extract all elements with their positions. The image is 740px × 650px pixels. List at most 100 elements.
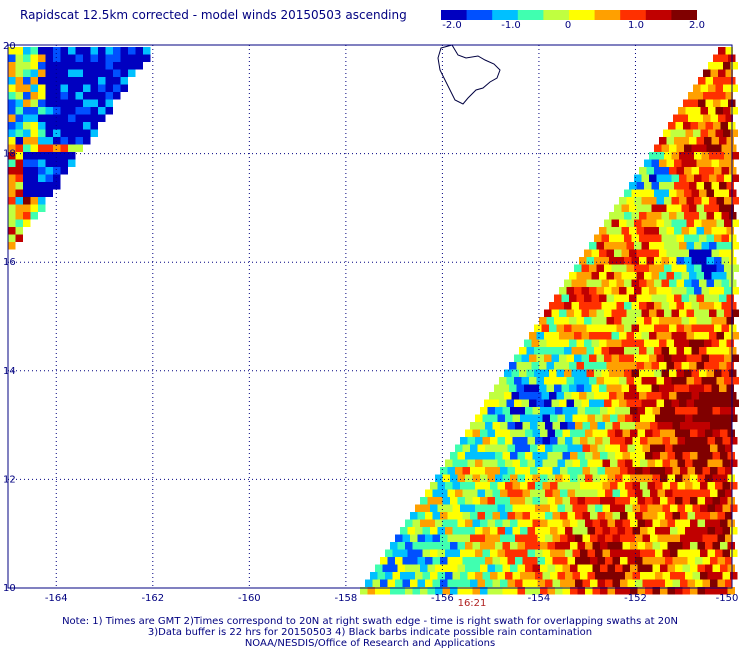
swath-cell [637, 564, 645, 572]
swath-cell [515, 579, 523, 587]
swath-cell [467, 549, 475, 557]
swath-cell [589, 264, 597, 272]
swath-cell [625, 572, 633, 580]
swath-cell [589, 399, 597, 407]
swath-cell [120, 54, 128, 62]
swath-cell [547, 564, 555, 572]
swath-cell [537, 444, 545, 452]
swath-cell [602, 572, 610, 580]
swath-cell [68, 129, 76, 137]
swath-cell [682, 474, 690, 482]
swath-cell [53, 77, 61, 85]
swath-cell [550, 437, 558, 445]
swath-cell [600, 519, 608, 527]
swath-cell [726, 249, 734, 257]
swath-cell [611, 219, 619, 227]
swath-cell [621, 339, 629, 347]
swath-cell [402, 557, 410, 565]
swath-cell [704, 272, 712, 280]
swath-cell [460, 549, 468, 557]
swath-cell [705, 122, 713, 130]
swath-cell [646, 212, 654, 220]
swath-cell [716, 354, 724, 362]
swath-cell [720, 587, 728, 595]
swath-cell [552, 489, 560, 497]
swath-cell [625, 527, 633, 535]
swath-cell [696, 339, 704, 347]
swath-cell [599, 272, 607, 280]
swath-cell [397, 542, 405, 550]
swath-cell [617, 504, 625, 512]
swath-cell [690, 564, 698, 572]
swath-cell [360, 587, 368, 595]
swath-cell [679, 354, 687, 362]
swath-cell [604, 354, 612, 362]
swath-cell [475, 527, 483, 535]
swath-cell [680, 114, 688, 122]
swath-cell [30, 137, 38, 145]
swath-cell [535, 572, 543, 580]
swath-cell [562, 497, 570, 505]
swath-cell [375, 564, 383, 572]
swath-cell [575, 467, 583, 475]
swath-cell [440, 534, 448, 542]
swath-cell [60, 167, 68, 175]
swath-cell [619, 399, 627, 407]
colorbar-tick-neg2: -2.0 [442, 20, 462, 31]
swath-cell [90, 62, 98, 70]
swath-cell [664, 197, 672, 205]
swath-cell [730, 482, 738, 490]
swath-cell [669, 167, 677, 175]
swath-cell [559, 399, 567, 407]
swath-cell [676, 189, 684, 197]
swath-cell [582, 422, 590, 430]
swath-cell [622, 519, 630, 527]
swath-cell [699, 144, 707, 152]
swath-cell [604, 399, 612, 407]
swath-cell [559, 287, 567, 295]
swath-cell [570, 542, 578, 550]
swath-cell [646, 302, 654, 310]
swath-cell [410, 534, 418, 542]
swath-cell [639, 392, 647, 400]
swath-cell [427, 564, 435, 572]
swath-cell [708, 84, 716, 92]
swath-cell [681, 272, 689, 280]
swath-cell [659, 272, 667, 280]
swath-cell [704, 317, 712, 325]
swath-cell [452, 482, 460, 490]
swath-cell [591, 362, 599, 370]
swath-cell [600, 429, 608, 437]
swath-cell [390, 542, 398, 550]
swath-cell [480, 452, 488, 460]
swath-cell [105, 77, 113, 85]
swath-cell [660, 474, 668, 482]
swath-cell [622, 429, 630, 437]
swath-cell [620, 467, 628, 475]
swath-cell [524, 362, 532, 370]
swath-cell [387, 557, 395, 565]
swath-cell [670, 129, 678, 137]
swath-cell [697, 542, 705, 550]
swath-cell [667, 587, 675, 595]
swath-cell [475, 414, 483, 422]
swath-cell [668, 122, 676, 130]
swath-cell [696, 137, 704, 145]
swath-cell [475, 482, 483, 490]
swath-cell [639, 234, 647, 242]
swath-cell [629, 362, 637, 370]
swath-cell [681, 159, 689, 167]
swath-cell [90, 54, 98, 62]
swath-cell [545, 557, 553, 565]
swath-cell [537, 512, 545, 520]
swath-cell [692, 437, 700, 445]
swath-cell [507, 444, 515, 452]
swath-cell [674, 182, 682, 190]
swath-cell [641, 309, 649, 317]
swath-cell [425, 512, 433, 520]
swath-cell [627, 422, 635, 430]
swath-cell [8, 107, 16, 115]
swath-cell [724, 377, 732, 385]
swath-cell [680, 557, 688, 565]
swath-cell [627, 557, 635, 565]
